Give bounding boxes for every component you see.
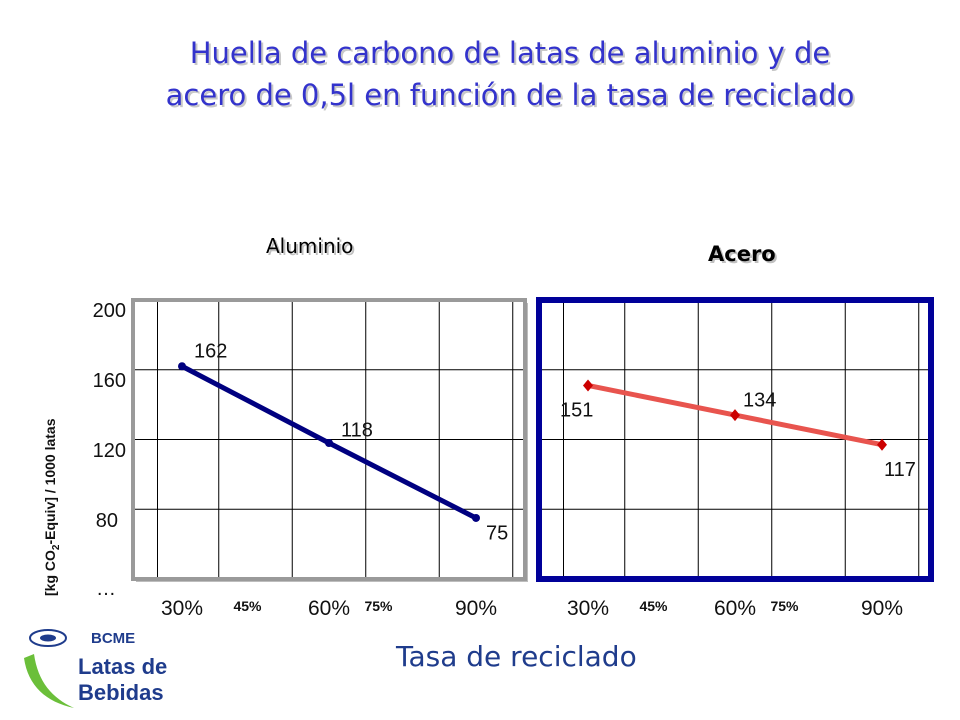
data-point-marker: [583, 379, 593, 392]
acero-subtitle: Acero: [708, 242, 776, 266]
data-point-marker: [325, 438, 333, 447]
data-label: 118: [341, 419, 373, 441]
x-tick-label: 60%: [714, 597, 756, 620]
data-label: 151: [560, 400, 593, 422]
y-tick-label: 160: [92, 370, 126, 392]
data-label: 117: [884, 459, 916, 481]
data-point-marker: [178, 362, 186, 371]
logo-line-2: Bebidas: [78, 680, 164, 705]
plot-frame: [536, 297, 934, 582]
chart-title-line-1: Huella de carbono de latas de aluminio y…: [189, 36, 831, 70]
x-tick-label: 45%: [233, 598, 262, 614]
data-label: 134: [743, 389, 776, 411]
aluminio-subtitle: Aluminio: [266, 234, 354, 258]
bcme-can-logo-icon: [24, 629, 74, 708]
x-tick-label: 30%: [161, 597, 203, 620]
data-point-marker: [472, 513, 480, 522]
y-tick-label: …: [96, 578, 116, 600]
logo-line-1: Latas de: [78, 654, 168, 679]
data-label: 75: [486, 522, 508, 544]
y-tick-label: 120: [92, 440, 126, 462]
x-tick-label: 90%: [455, 597, 497, 620]
bcme-logo: BCME Latas de Bebidas: [16, 624, 186, 714]
y-tick-label: 200: [92, 300, 126, 322]
x-tick-label: 75%: [770, 598, 799, 614]
chart-title: Huella de carbono de latas de aluminio y…: [60, 32, 960, 116]
y-tick-label: 80: [95, 510, 118, 532]
x-tick-label: 75%: [364, 598, 393, 614]
data-point-marker: [730, 409, 740, 422]
x-tick-label: 90%: [861, 597, 903, 620]
data-label: 162: [194, 341, 227, 363]
x-axis-title: Tasa de reciclado: [396, 640, 637, 673]
x-tick-label: 45%: [639, 598, 668, 614]
logo-org: BCME: [91, 630, 136, 647]
plot-frame: [131, 298, 527, 581]
x-tick-label: 30%: [567, 597, 609, 620]
x-tick-label: 60%: [308, 597, 350, 620]
chart-title-line-2: acero de 0,5l en función de la tasa de r…: [165, 78, 855, 112]
data-point-marker: [877, 438, 887, 451]
